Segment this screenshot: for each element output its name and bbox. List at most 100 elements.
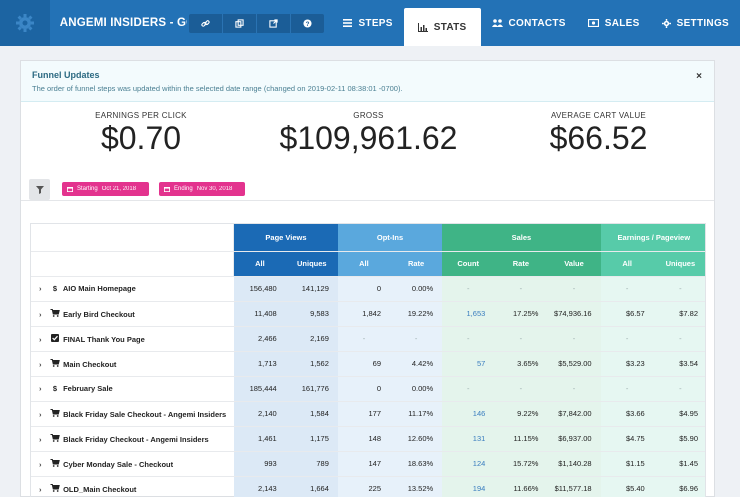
close-icon[interactable]: × [696,71,702,82]
pv-uniques-header[interactable]: Uniques [285,251,338,277]
sales-value-cell: - [547,276,601,302]
link-icon[interactable] [189,14,223,33]
table-row[interactable]: › OLD_Main Checkout 2,143 1,664 225 13.52% 19… [31,476,705,497]
sales-value-cell: $5,529.00 [547,351,601,377]
pv-all-cell: 1,461 [233,426,286,452]
filter-button[interactable] [29,179,50,200]
cart-icon [50,408,60,417]
svg-text:?: ? [306,21,310,28]
step-name-cell[interactable]: › OLD_Main Checkout [31,476,234,497]
sales-rate-header[interactable]: Rate [494,251,548,277]
tab-contacts[interactable]: CONTACTS [481,0,577,46]
table-row[interactable]: › Black Friday Checkout - Angemi Insider… [31,426,705,452]
ep-all-cell: $3.23 [600,351,654,377]
step-name-cell[interactable]: › $ February Sale [31,376,234,402]
help-icon[interactable]: ? [291,14,324,33]
step-name: OLD_Main Checkout [63,484,137,494]
step-name-cell[interactable]: › Early Bird Checkout [31,301,234,327]
table-row[interactable]: › FINAL Thank You Page 2,466 2,169- - - - - - - [31,326,705,352]
chevron-right-icon[interactable]: › [39,484,42,494]
pv-all-header[interactable]: All [233,251,286,277]
blank-header [31,251,235,277]
oi-all-header[interactable]: All [337,251,391,277]
ep-all-cell: $1.15 [600,451,654,477]
sales-rate-cell: 11.15% [494,426,548,452]
ep-all-cell: $3.66 [600,401,654,427]
end-date-button[interactable]: Ending Nov 30, 2018 [159,182,245,196]
funnel-updates-alert: Funnel Updates The order of funnel steps… [21,61,714,102]
table-row[interactable]: › Main Checkout 1,713 1,562 69 4.42% 57 3.65% $… [31,351,705,377]
sales-count-cell[interactable]: 1,653 [442,301,495,327]
calendar-icon [164,187,170,192]
pv-all-cell: 2,143 [233,476,286,497]
step-name-cell[interactable]: › Black Friday Checkout - Angemi Insider… [31,426,234,452]
calendar-icon [67,187,73,192]
sales-count-header[interactable]: Count [442,251,495,277]
copy-icon[interactable] [223,14,258,33]
table-row[interactable]: › $ AIO Main Homepage 156,480 141,129 0 0.00%… [31,276,705,302]
table-row[interactable]: › Cyber Monday Sale - Checkout 993 789 147 1… [31,451,705,477]
blank-header [31,224,235,252]
tab-stats[interactable]: STATS [403,8,481,46]
step-name-cell[interactable]: › Main Checkout [31,351,234,377]
oi-rate-header[interactable]: Rate [390,251,443,277]
chevron-right-icon[interactable]: › [39,309,42,319]
gear-logo-icon[interactable] [0,0,50,46]
ep-uniques-cell: $6.96 [653,476,705,497]
cart-icon [50,358,60,367]
oi-all-cell: - [337,326,391,352]
external-link-icon[interactable] [257,14,292,33]
sales-count-cell[interactable]: 57 [442,351,495,377]
chevron-right-icon[interactable]: › [39,359,42,369]
alert-title: Funnel Updates [32,70,100,80]
chevron-right-icon[interactable]: › [39,434,42,444]
sales-value-cell: - [547,326,601,352]
pv-uniques-cell: 1,664 [285,476,338,497]
sales-count-cell[interactable]: 194 [442,476,495,497]
end-label: Ending [174,186,193,192]
sales-value-header[interactable]: Value [547,251,601,277]
average-cart-value-metric: AVERAGE CART VALUE $66.52 [536,111,661,156]
tab-label: SALES [604,17,640,29]
summary-metrics: EARNINGS PER CLICK $0.70 GROSS $109,961.… [21,102,714,201]
step-name-cell[interactable]: › FINAL Thank You Page [31,326,234,352]
step-name-cell[interactable]: › Cyber Monday Sale - Checkout [31,451,234,477]
table-row[interactable]: › $ February Sale 185,444 161,776 0 0.00% - - - -… [31,376,705,402]
oi-rate-cell: 11.17% [390,401,443,427]
pv-all-cell: 2,140 [233,401,286,427]
table-row[interactable]: › Black Friday Sale Checkout - Angemi In… [31,401,705,427]
alert-message: The order of funnel steps was updated wi… [32,84,403,93]
chevron-right-icon[interactable]: › [39,409,42,419]
ep-all-cell: - [600,376,654,402]
chevron-right-icon[interactable]: › [39,459,42,469]
ep-uniques-cell: $3.54 [653,351,705,377]
oi-all-cell: 1,842 [337,301,391,327]
pv-uniques-cell: 2,169 [285,326,338,352]
tab-steps[interactable]: STEPS [332,0,403,46]
pv-all-cell: 156,480 [233,276,286,302]
sales-count-cell[interactable]: 146 [442,401,495,427]
oi-rate-cell: 18.63% [390,451,443,477]
sales-count-cell[interactable]: 124 [442,451,495,477]
step-name-cell[interactable]: › Black Friday Sale Checkout - Angemi In… [31,401,234,427]
pv-uniques-cell: 789 [285,451,338,477]
ep-all-cell: $5.40 [600,476,654,497]
ep-all-header[interactable]: All [600,251,654,277]
funnel-action-icons: ? [188,14,325,33]
tab-sales[interactable]: SALES [577,0,651,46]
metric-value: $109,961.62 [279,120,458,156]
funnel-title[interactable]: ANGEMI INSIDERS - GO... [59,17,187,29]
step-name: February Sale [63,384,113,393]
chevron-right-icon[interactable]: › [39,334,42,344]
ep-uniques-header[interactable]: Uniques [653,251,705,277]
chevron-right-icon[interactable]: › [39,284,42,293]
pv-uniques-cell: 1,584 [285,401,338,427]
sales-count-cell: - [442,326,495,352]
earnings-pageview-header: Earnings / Pageview [600,224,705,252]
table-row[interactable]: › Early Bird Checkout 11,408 9,583 1,842 19.… [31,301,705,327]
chevron-right-icon[interactable]: › [39,384,42,393]
tab-settings[interactable]: SETTINGS [651,0,740,46]
start-date-button[interactable]: Starting Oct 21, 2018 [62,182,149,196]
sales-count-cell[interactable]: 131 [442,426,495,452]
step-name-cell[interactable]: › $ AIO Main Homepage [31,276,234,302]
